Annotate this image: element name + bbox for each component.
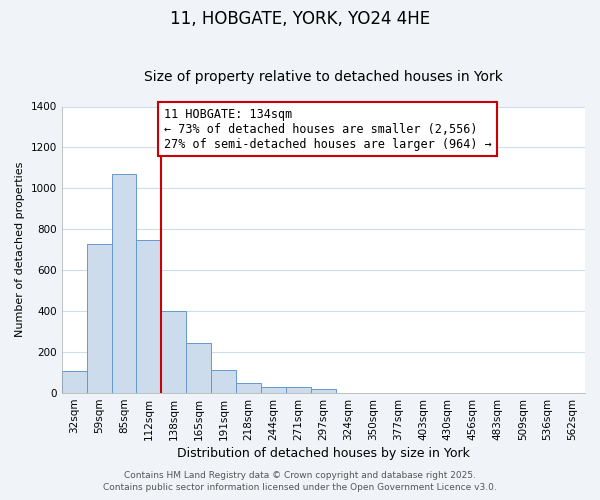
Bar — [311, 389, 336, 393]
Y-axis label: Number of detached properties: Number of detached properties — [15, 162, 25, 338]
Bar — [236, 383, 261, 393]
Bar — [112, 174, 136, 393]
Text: Contains HM Land Registry data © Crown copyright and database right 2025.
Contai: Contains HM Land Registry data © Crown c… — [103, 471, 497, 492]
X-axis label: Distribution of detached houses by size in York: Distribution of detached houses by size … — [177, 447, 470, 460]
Text: 11 HOBGATE: 134sqm
← 73% of detached houses are smaller (2,556)
27% of semi-deta: 11 HOBGATE: 134sqm ← 73% of detached hou… — [164, 108, 491, 150]
Bar — [186, 343, 211, 393]
Text: 11, HOBGATE, YORK, YO24 4HE: 11, HOBGATE, YORK, YO24 4HE — [170, 10, 430, 28]
Bar — [161, 311, 186, 393]
Bar — [211, 370, 236, 393]
Bar — [261, 388, 286, 393]
Title: Size of property relative to detached houses in York: Size of property relative to detached ho… — [144, 70, 503, 85]
Bar — [286, 388, 311, 393]
Bar — [62, 370, 86, 393]
Bar — [86, 244, 112, 393]
Bar — [136, 240, 161, 393]
